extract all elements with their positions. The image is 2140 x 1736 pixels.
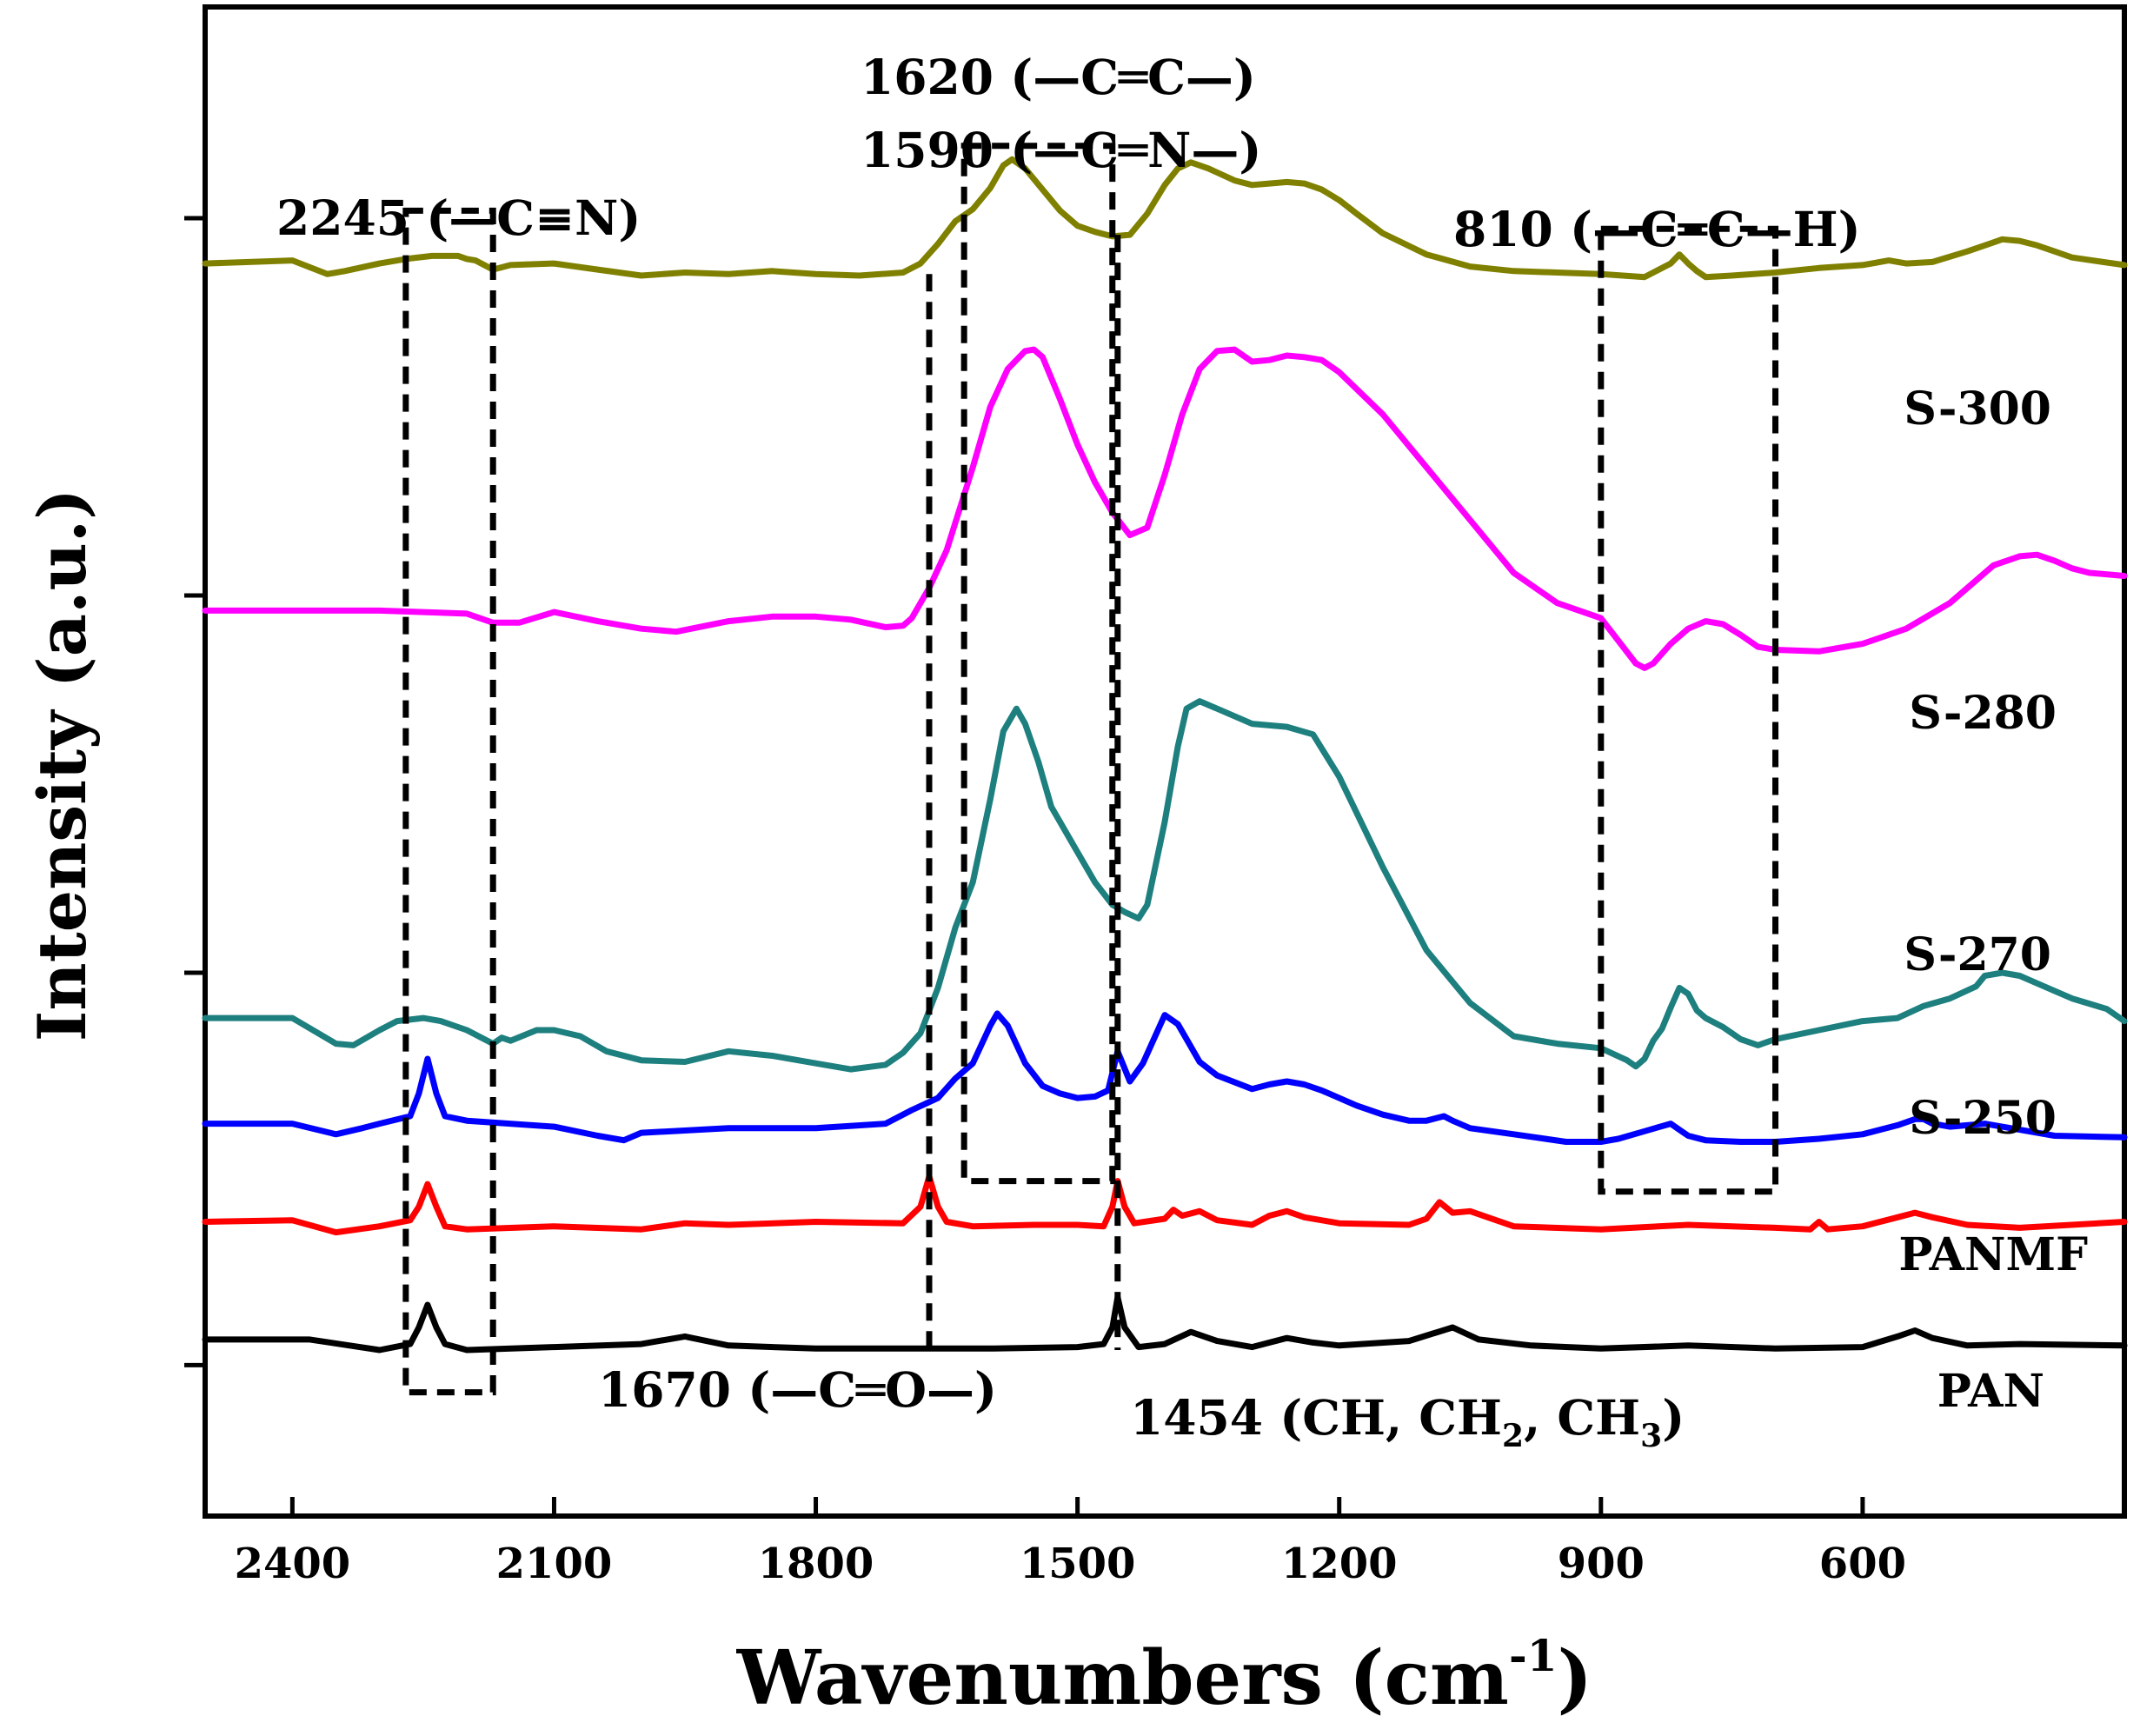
series-label-s280: S-280 xyxy=(1909,687,2057,740)
series-label-pan: PAN xyxy=(1937,1365,2044,1418)
series-layer xyxy=(202,156,2128,1354)
series-s-300 xyxy=(202,156,2128,281)
series-s-270 xyxy=(202,698,2128,1073)
annotation-1454: 1454 (CH, CH2, CH3) xyxy=(1130,1389,1685,1454)
box-1620 xyxy=(960,143,1116,1185)
series-label-s270: S-270 xyxy=(1904,928,2051,981)
x-axis-title: Wavenumbers (cm-1) xyxy=(736,1630,1592,1722)
series-label-s250: S-250 xyxy=(1909,1092,2057,1145)
plot-frame xyxy=(203,4,2127,1519)
series-s-250 xyxy=(202,1010,2128,1145)
annotation-1590: 1590 (—C═N—) xyxy=(861,122,1261,178)
x-tick-label-600: 600 xyxy=(1819,1540,1906,1588)
x-tick-label-900: 900 xyxy=(1558,1540,1645,1588)
x-tick-label-2100: 2100 xyxy=(496,1540,613,1588)
x-axis-ticks: 2400 2100 1800 1500 1200 900 600 xyxy=(235,1497,1906,1588)
x-tick-label-1200: 1200 xyxy=(1281,1540,1398,1588)
highlight-boxes xyxy=(402,143,1779,1396)
annotation-810: 810 (—C═C—H) xyxy=(1453,201,1861,257)
x-tick-label-2400: 2400 xyxy=(235,1540,351,1588)
annotation-1620: 1620 (—C═C—) xyxy=(861,49,1256,105)
y-axis-title: Intensity (a.u.) xyxy=(23,489,101,1041)
annotation-1670: 1670 (—C═O—) xyxy=(598,1361,997,1418)
box-810 xyxy=(1598,225,1779,1195)
series-panmf xyxy=(202,1173,2128,1236)
annotation-2245: 2245 (—C≡N) xyxy=(276,190,641,246)
x-tick-label-1800: 1800 xyxy=(758,1540,874,1588)
series-pan xyxy=(202,1294,2128,1354)
x-tick-label-1500: 1500 xyxy=(1020,1540,1136,1588)
series-label-panmf: PANMF xyxy=(1898,1228,2088,1281)
series-s-280 xyxy=(202,346,2128,671)
box-2245 xyxy=(402,207,496,1396)
series-label-s300: S-300 xyxy=(1904,382,2051,436)
y-axis-ticks xyxy=(184,216,205,1367)
